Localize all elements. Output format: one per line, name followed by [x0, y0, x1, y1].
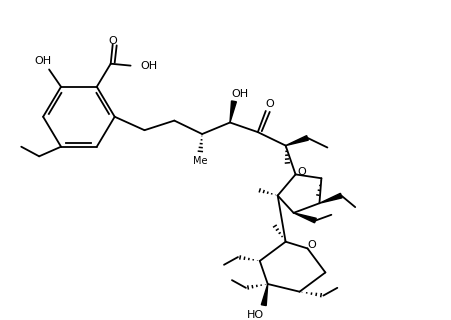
Text: Me: Me — [193, 156, 207, 166]
Polygon shape — [285, 136, 308, 146]
Polygon shape — [230, 101, 236, 123]
Polygon shape — [293, 213, 316, 223]
Text: HO: HO — [247, 310, 264, 320]
Polygon shape — [319, 193, 341, 203]
Text: OH: OH — [34, 56, 51, 66]
Text: O: O — [306, 240, 315, 250]
Text: O: O — [265, 99, 273, 109]
Text: OH: OH — [231, 89, 248, 99]
Text: OH: OH — [140, 60, 157, 71]
Polygon shape — [261, 284, 267, 306]
Text: O: O — [296, 167, 305, 178]
Text: O: O — [108, 36, 117, 46]
